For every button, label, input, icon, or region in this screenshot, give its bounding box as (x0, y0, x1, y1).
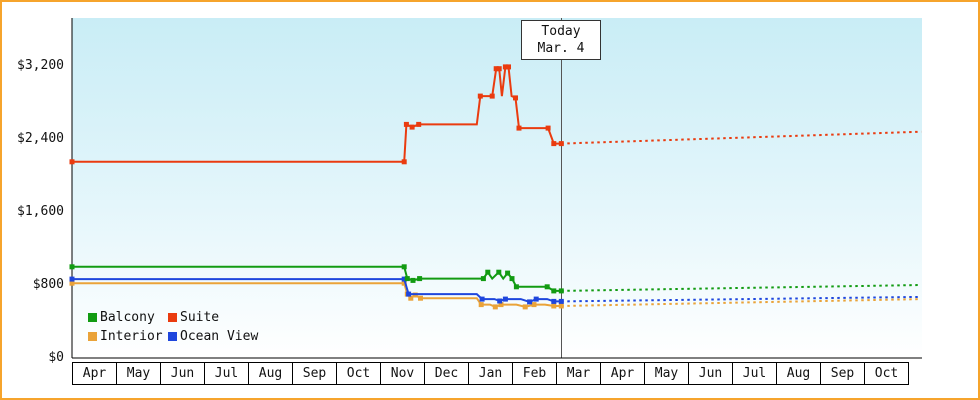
today-label-box: Today Mar. 4 (521, 20, 601, 60)
y-axis-tick-label: $0 (48, 350, 64, 365)
y-axis-tick-label: $1,600 (17, 204, 64, 219)
today-label: Today (541, 24, 581, 39)
x-axis-month-cell: May (116, 362, 161, 385)
y-axis-tick-label: $2,400 (17, 131, 64, 146)
x-axis-month-cell: Aug (248, 362, 293, 385)
legend-swatch-icon (168, 332, 177, 341)
legend-swatch-icon (88, 313, 97, 322)
x-axis-month-cell: Nov (380, 362, 425, 385)
legend-label: Interior (100, 329, 163, 344)
x-axis-month-cell: May (644, 362, 689, 385)
y-axis-tick-label: $800 (32, 277, 64, 292)
y-axis-tick-label: $3,200 (17, 58, 64, 73)
x-axis-month-cell: Jun (160, 362, 205, 385)
legend-swatch-icon (168, 313, 177, 322)
x-axis-month-cell: Oct (336, 362, 381, 385)
legend-label: Balcony (100, 310, 155, 325)
x-axis-month-cell: Jan (468, 362, 513, 385)
x-axis-month-cell: Apr (72, 362, 117, 385)
legend-label: Suite (180, 310, 220, 325)
chart-legend: Balcony Suite Interior Ocean View (88, 310, 258, 344)
x-axis-month-cell: Feb (512, 362, 557, 385)
plot-area-background (72, 18, 922, 358)
x-axis-month-cell: Sep (292, 362, 337, 385)
legend-item-suite: Suite (168, 310, 258, 325)
x-axis-month-cell: Oct (864, 362, 909, 385)
x-axis-month-cell: Mar (556, 362, 601, 385)
legend-label: Ocean View (180, 329, 259, 344)
today-date-label: Mar. 4 (537, 41, 585, 56)
x-axis-month-cell: Apr (600, 362, 645, 385)
x-axis-month-cell: Jul (204, 362, 249, 385)
x-axis-month-cell: Aug (776, 362, 821, 385)
x-axis-month-cell: Dec (424, 362, 469, 385)
legend-item-interior: Interior (88, 329, 168, 344)
legend-swatch-icon (88, 332, 97, 341)
x-axis-month-cell: Jul (732, 362, 777, 385)
legend-item-balcony: Balcony (88, 310, 168, 325)
x-axis-month-cell: Sep (820, 362, 865, 385)
x-axis-month-cell: Jun (688, 362, 733, 385)
legend-item-ocean-view: Ocean View (168, 329, 258, 344)
